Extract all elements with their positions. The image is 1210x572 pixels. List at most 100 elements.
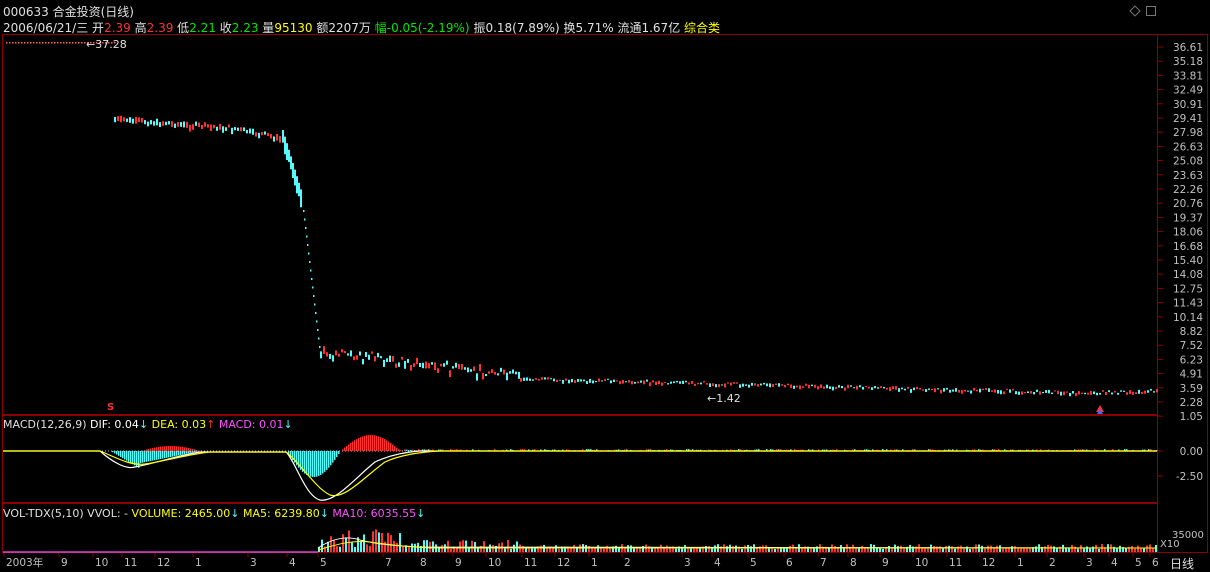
- macd-bar: [354, 440, 356, 451]
- price-candle: [15, 42, 17, 44]
- price-candle: [658, 381, 660, 384]
- price-candle: [952, 390, 954, 392]
- price-candle: [60, 42, 62, 44]
- macd-bar: [156, 451, 158, 460]
- price-candle: [320, 351, 322, 358]
- price-candle: [144, 120, 146, 124]
- price-y-tick-label: 15.40: [1173, 255, 1203, 267]
- price-candle: [359, 351, 361, 355]
- price-candle: [529, 379, 531, 381]
- price-y-tick-label: 8.82: [1180, 326, 1203, 338]
- volume-bar: [627, 545, 629, 552]
- price-candle: [673, 381, 675, 383]
- macd-bar: [328, 451, 330, 468]
- price-candle: [365, 352, 367, 357]
- macd-bar: [324, 451, 326, 472]
- macd-bar: [188, 451, 190, 453]
- price-candle: [793, 386, 795, 389]
- price-candle: [757, 384, 759, 387]
- price-candle: [234, 127, 236, 130]
- price-candle: [577, 379, 579, 382]
- price-y-tick-label: 2.28: [1180, 397, 1203, 409]
- price-candle: [1012, 389, 1014, 391]
- price-candle: [1003, 391, 1005, 394]
- x-axis-label: 3: [1086, 557, 1093, 569]
- price-candle: [395, 363, 397, 367]
- volume-bar: [1020, 548, 1022, 552]
- price-candle: [177, 122, 179, 127]
- price-y-tick-label: 27.98: [1173, 127, 1203, 139]
- arrow-down-icon: ↓: [320, 507, 329, 520]
- volume-bar: [468, 548, 470, 552]
- price-candle: [703, 381, 705, 382]
- price-candle: [970, 391, 972, 394]
- sell-marker[interactable]: S: [107, 402, 114, 413]
- volume-bar: [663, 548, 665, 552]
- price-candle: [763, 383, 765, 385]
- price-candle: [201, 125, 203, 129]
- price-candle: [225, 127, 227, 131]
- volume-unit: X10: [1160, 539, 1180, 550]
- price-candle: [57, 42, 59, 44]
- price-candle: [847, 385, 849, 388]
- price-candle: [374, 356, 376, 361]
- volume-bar: [351, 542, 353, 552]
- volume-bar: [360, 542, 362, 552]
- volume-bar: [963, 548, 965, 552]
- price-candle: [895, 386, 897, 390]
- macd-bar: [172, 446, 174, 451]
- price-candle: [270, 134, 272, 139]
- price-candle: [550, 378, 552, 379]
- price-candle: [655, 382, 657, 385]
- price-candle: [174, 124, 176, 128]
- price-candle: [512, 370, 514, 374]
- price-candle: [296, 176, 298, 193]
- price-candle: [859, 385, 861, 387]
- macd-bar: [314, 451, 316, 477]
- price-candle: [841, 386, 843, 388]
- price-candle: [856, 386, 858, 390]
- price-candle: [760, 384, 762, 386]
- price-candle: [667, 383, 669, 384]
- volume-bar: [387, 533, 389, 552]
- price-candle: [916, 387, 918, 389]
- price-candle: [78, 42, 80, 44]
- volume-bar: [840, 545, 842, 552]
- macd-bar: [148, 449, 150, 451]
- price-candle: [532, 379, 534, 380]
- price-candle: [488, 371, 490, 373]
- price-candle: [679, 381, 681, 383]
- volume-bar: [1137, 546, 1139, 552]
- volume-bar: [654, 548, 656, 552]
- price-candle: [497, 373, 499, 375]
- price-candle: [30, 42, 32, 44]
- macd-bar: [144, 450, 146, 451]
- volume-bar: [948, 546, 950, 552]
- x-axis-label: 1: [195, 557, 202, 569]
- volume-bar: [381, 533, 383, 552]
- macd-bar: [146, 449, 148, 451]
- ma5-value: MA5: 6239.80: [243, 507, 320, 520]
- price-candle: [730, 383, 732, 386]
- price-candle: [506, 373, 508, 381]
- price-candle: [33, 42, 35, 44]
- price-y-tick-label: 11.43: [1173, 298, 1203, 310]
- price-candle: [1126, 392, 1128, 395]
- volume-bar: [855, 548, 857, 552]
- price-candle: [835, 387, 837, 389]
- price-candle: [1027, 391, 1029, 393]
- price-candle: [473, 366, 475, 371]
- price-candle: [940, 390, 942, 394]
- arrow-up-icon: ↑: [206, 418, 215, 431]
- price-candle: [368, 355, 370, 360]
- price-candle: [341, 349, 343, 352]
- price-candle: [1057, 391, 1059, 394]
- period-daily-button[interactable]: 日线: [1170, 555, 1194, 572]
- price-y-tick-label: 29.41: [1173, 113, 1203, 125]
- price-candle: [733, 382, 735, 384]
- arrow-down-icon: ↓: [230, 507, 239, 520]
- x-axis-label: 5: [320, 557, 327, 569]
- volume-bar: [396, 543, 398, 552]
- price-candle: [288, 150, 290, 162]
- price-candle: [63, 42, 65, 44]
